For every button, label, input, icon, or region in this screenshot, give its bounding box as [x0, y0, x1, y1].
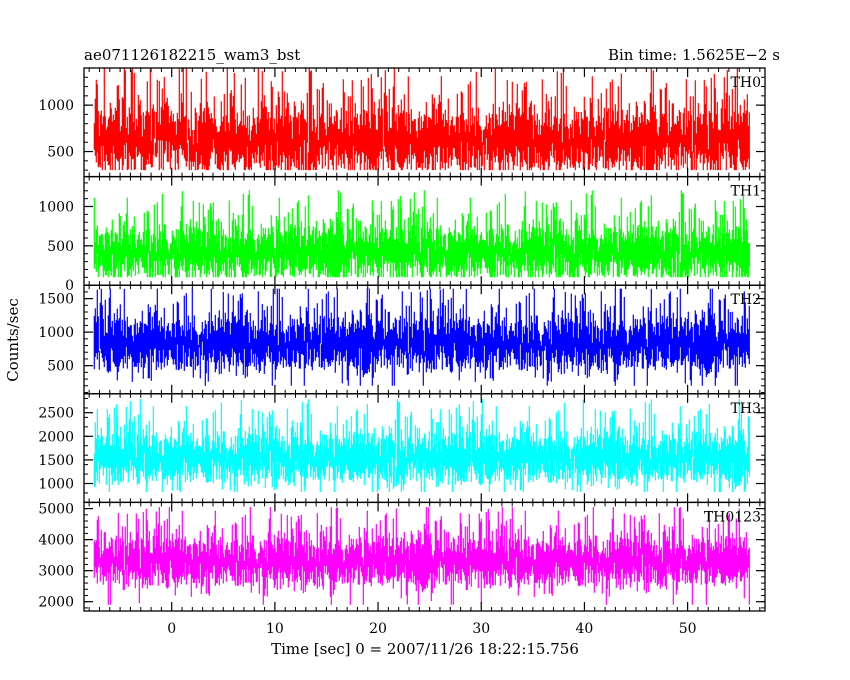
- x-tick-label: 20: [369, 621, 387, 637]
- y-tick-label: 5000: [38, 502, 74, 518]
- x-tick-label: 40: [576, 621, 594, 637]
- panel-label-th1: TH1: [731, 184, 761, 200]
- panel-th0123: 2000 3000 4000 5000 TH0123: [38, 501, 766, 612]
- panel-label-th0: TH0: [731, 75, 761, 91]
- y-tick-label: 2500: [38, 406, 74, 422]
- y-tick-label: 1500: [38, 453, 74, 469]
- x-tick-label: 30: [472, 621, 490, 637]
- y-tick-label: 1000: [38, 325, 74, 341]
- y-tick-label: 500: [47, 359, 74, 375]
- panel-label-th0123: TH0123: [704, 509, 761, 525]
- y-tick-label: 1000: [38, 98, 74, 114]
- x-axis: 0 10 20 30 40 50: [167, 621, 696, 637]
- panel-label-th3: TH3: [731, 401, 761, 417]
- series-th2: [93, 288, 750, 386]
- chart-title: ae071126182215_wam3_bst: [84, 46, 300, 64]
- y-tick-label: 3000: [38, 564, 74, 580]
- y-tick-label: 1500: [38, 292, 74, 308]
- panel-frame: [83, 501, 766, 612]
- y-tick-label: 500: [47, 239, 74, 255]
- series-th1: [93, 190, 750, 278]
- x-axis-title: Time [sec] 0 = 2007/11/26 18:22:15.756: [271, 640, 579, 658]
- y-tick-label: 0: [65, 278, 74, 294]
- x-tick-label: 50: [679, 621, 697, 637]
- series-th3: [93, 398, 750, 492]
- panel-th1: 0 500 1000 TH1: [38, 175, 766, 294]
- y-tick-label: 500: [47, 145, 74, 161]
- panel-th0: 500 1000 TH0: [38, 67, 766, 178]
- y-tick-label: 1000: [38, 200, 74, 216]
- y-tick-label: 2000: [38, 595, 74, 611]
- bin-time-label: Bin time: 1.5625E−2 s: [608, 46, 780, 64]
- panel-label-th2: TH2: [731, 292, 761, 308]
- y-tick-label: 2000: [38, 429, 74, 445]
- y-tick-label: 1000: [38, 477, 74, 493]
- panel-th2: 500 1000 1500 TH2: [38, 284, 766, 395]
- series-th0123: [93, 507, 750, 605]
- series-th0: [93, 68, 750, 171]
- y-axis-title: Counts/sec: [4, 298, 22, 382]
- y-tick-label: 4000: [38, 533, 74, 549]
- panel-th3: 1000 1500 2000 2500 TH3: [38, 393, 766, 504]
- x-tick-label: 10: [266, 621, 284, 637]
- x-tick-label: 0: [167, 621, 176, 637]
